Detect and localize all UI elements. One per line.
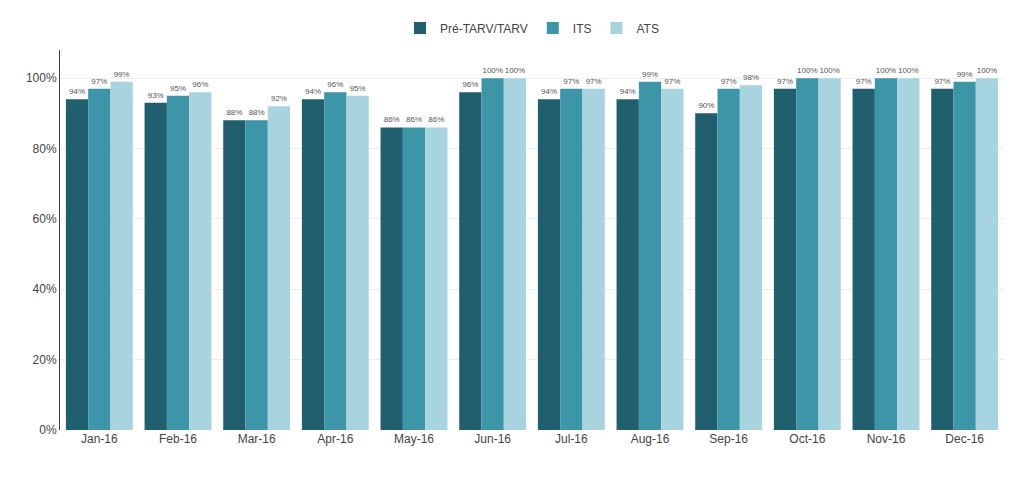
svg-text:Pré-TARV/TARV: Pré-TARV/TARV: [440, 22, 528, 36]
svg-text:95%: 95%: [170, 84, 186, 93]
svg-text:98%: 98%: [743, 73, 759, 82]
svg-text:96%: 96%: [462, 80, 478, 89]
svg-text:99%: 99%: [114, 70, 130, 79]
svg-text:94%: 94%: [541, 87, 557, 96]
svg-text:20%: 20%: [33, 353, 57, 367]
svg-text:Nov-16: Nov-16: [867, 432, 906, 446]
svg-text:94%: 94%: [69, 87, 85, 96]
svg-text:97%: 97%: [721, 77, 737, 86]
svg-text:97%: 97%: [563, 77, 579, 86]
svg-text:94%: 94%: [620, 87, 636, 96]
svg-text:94%: 94%: [305, 87, 321, 96]
svg-text:97%: 97%: [586, 77, 602, 86]
svg-text:Jul-16: Jul-16: [555, 432, 588, 446]
svg-text:80%: 80%: [33, 142, 57, 156]
svg-text:86%: 86%: [384, 115, 400, 124]
svg-text:Dec-16: Dec-16: [945, 432, 984, 446]
svg-text:96%: 96%: [327, 80, 343, 89]
svg-text:40%: 40%: [33, 282, 57, 296]
svg-text:Feb-16: Feb-16: [159, 432, 197, 446]
svg-text:86%: 86%: [406, 115, 422, 124]
svg-text:ATS: ATS: [636, 22, 658, 36]
svg-text:90%: 90%: [698, 101, 714, 110]
svg-text:Apr-16: Apr-16: [317, 432, 353, 446]
svg-text:86%: 86%: [428, 115, 444, 124]
svg-text:99%: 99%: [957, 70, 973, 79]
svg-text:97%: 97%: [664, 77, 680, 86]
svg-text:100%: 100%: [819, 66, 839, 75]
svg-text:93%: 93%: [148, 91, 164, 100]
svg-text:100%: 100%: [505, 66, 525, 75]
svg-text:97%: 97%: [91, 77, 107, 86]
svg-text:99%: 99%: [642, 70, 658, 79]
svg-text:88%: 88%: [249, 108, 265, 117]
svg-text:100%: 100%: [482, 66, 502, 75]
svg-text:Jun-16: Jun-16: [474, 432, 511, 446]
svg-text:Sep-16: Sep-16: [709, 432, 748, 446]
svg-text:60%: 60%: [33, 212, 57, 226]
svg-text:100%: 100%: [898, 66, 918, 75]
svg-text:Mar-16: Mar-16: [238, 432, 276, 446]
svg-text:97%: 97%: [934, 77, 950, 86]
svg-text:Aug-16: Aug-16: [631, 432, 670, 446]
svg-text:96%: 96%: [192, 80, 208, 89]
svg-text:0%: 0%: [39, 423, 57, 437]
svg-text:100%: 100%: [26, 71, 57, 85]
svg-text:ITS: ITS: [573, 22, 592, 36]
svg-text:97%: 97%: [856, 77, 872, 86]
svg-text:Oct-16: Oct-16: [789, 432, 825, 446]
svg-text:88%: 88%: [226, 108, 242, 117]
svg-text:100%: 100%: [797, 66, 817, 75]
svg-text:100%: 100%: [977, 66, 997, 75]
svg-text:May-16: May-16: [394, 432, 434, 446]
svg-text:95%: 95%: [350, 84, 366, 93]
svg-text:92%: 92%: [271, 94, 287, 103]
svg-text:100%: 100%: [876, 66, 896, 75]
svg-text:Jan-16: Jan-16: [81, 432, 118, 446]
svg-text:97%: 97%: [777, 77, 793, 86]
